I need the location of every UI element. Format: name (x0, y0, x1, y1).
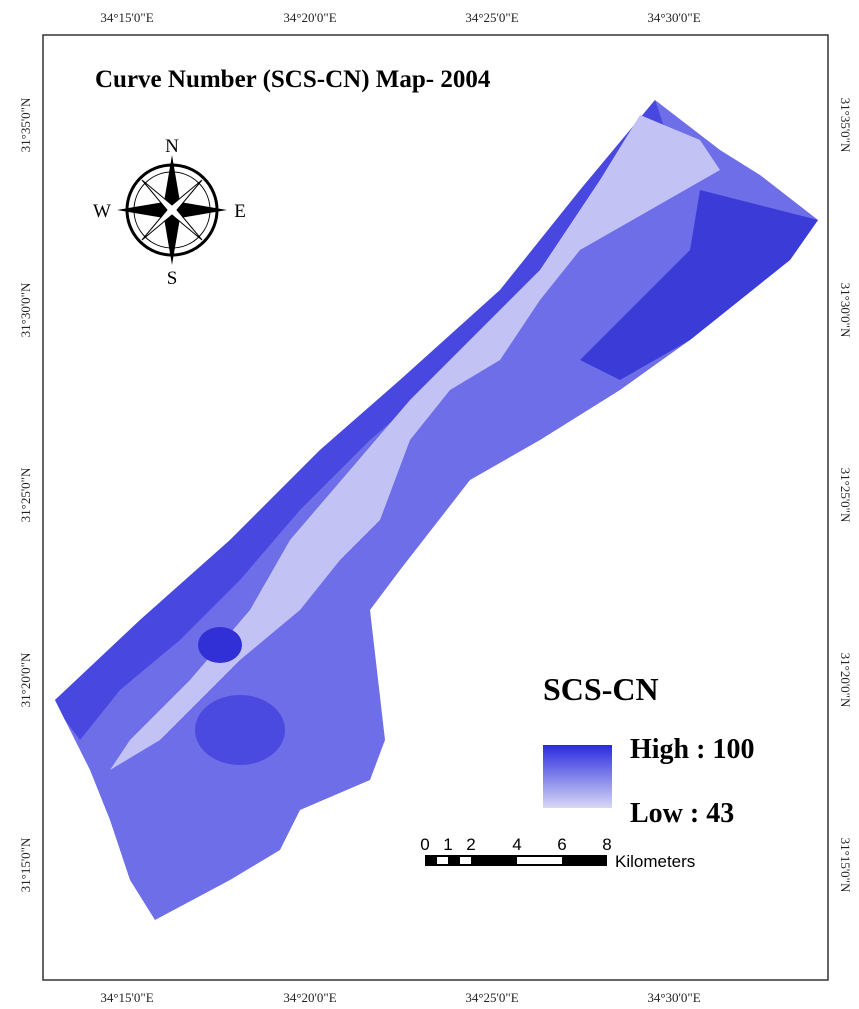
scale-bar-segment (517, 857, 562, 864)
north-arrow: N S E W (93, 136, 246, 289)
scale-bar-body (425, 855, 607, 866)
scale-bar-tick: 8 (602, 835, 611, 854)
longitude-label: 34°20'0"E (283, 990, 336, 1005)
latitude-label: 31°30'0"N (18, 282, 33, 337)
compass-e: E (234, 201, 246, 222)
legend-ramp (543, 745, 612, 808)
high-cn-patch (195, 695, 285, 765)
legend-title: SCS-CN (543, 671, 659, 707)
map-figure: Curve Number (SCS-CN) Map- 2004 N S E W … (0, 0, 859, 1009)
latitude-label: 31°25'0"N (838, 468, 853, 523)
latitude-label: 31°15'0"N (18, 837, 33, 892)
map-title: Curve Number (SCS-CN) Map- 2004 (95, 66, 491, 93)
legend-high: High : 100 (630, 734, 754, 765)
scale-bar-tick: 6 (557, 835, 566, 854)
latitude-label: 31°30'0"N (838, 283, 853, 338)
scale-bar-tick: 0 (420, 835, 429, 854)
latitude-label: 31°20'0"N (838, 653, 853, 708)
longitude-label: 34°30'0"E (647, 990, 700, 1005)
scale-bar-segment (437, 857, 448, 864)
longitude-label: 34°25'0"E (465, 990, 518, 1005)
scale-bar-tick: 2 (466, 835, 475, 854)
scale-bar-unit: Kilometers (615, 852, 695, 871)
scale-bar-tick: 1 (443, 835, 452, 854)
latitude-label: 31°35'0"N (838, 98, 853, 153)
latitude-label: 31°20'0"N (18, 652, 33, 707)
high-cn-patch (198, 627, 242, 663)
compass-w: W (93, 201, 111, 222)
longitude-label: 34°25'0"E (465, 10, 518, 25)
longitude-label: 34°15'0"E (100, 10, 153, 25)
latitude-label: 31°25'0"N (18, 467, 33, 522)
latitude-label: 31°35'0"N (18, 97, 33, 152)
scale-bar-tick: 4 (512, 835, 521, 854)
longitude-label: 34°30'0"E (647, 10, 700, 25)
longitude-label: 34°20'0"E (283, 10, 336, 25)
compass-n: N (165, 136, 179, 157)
legend-low: Low : 43 (630, 798, 734, 829)
scale-bar-segment (460, 857, 471, 864)
longitude-label: 34°15'0"E (100, 990, 153, 1005)
latitude-label: 31°15'0"N (838, 838, 853, 893)
compass-s: S (167, 268, 178, 289)
